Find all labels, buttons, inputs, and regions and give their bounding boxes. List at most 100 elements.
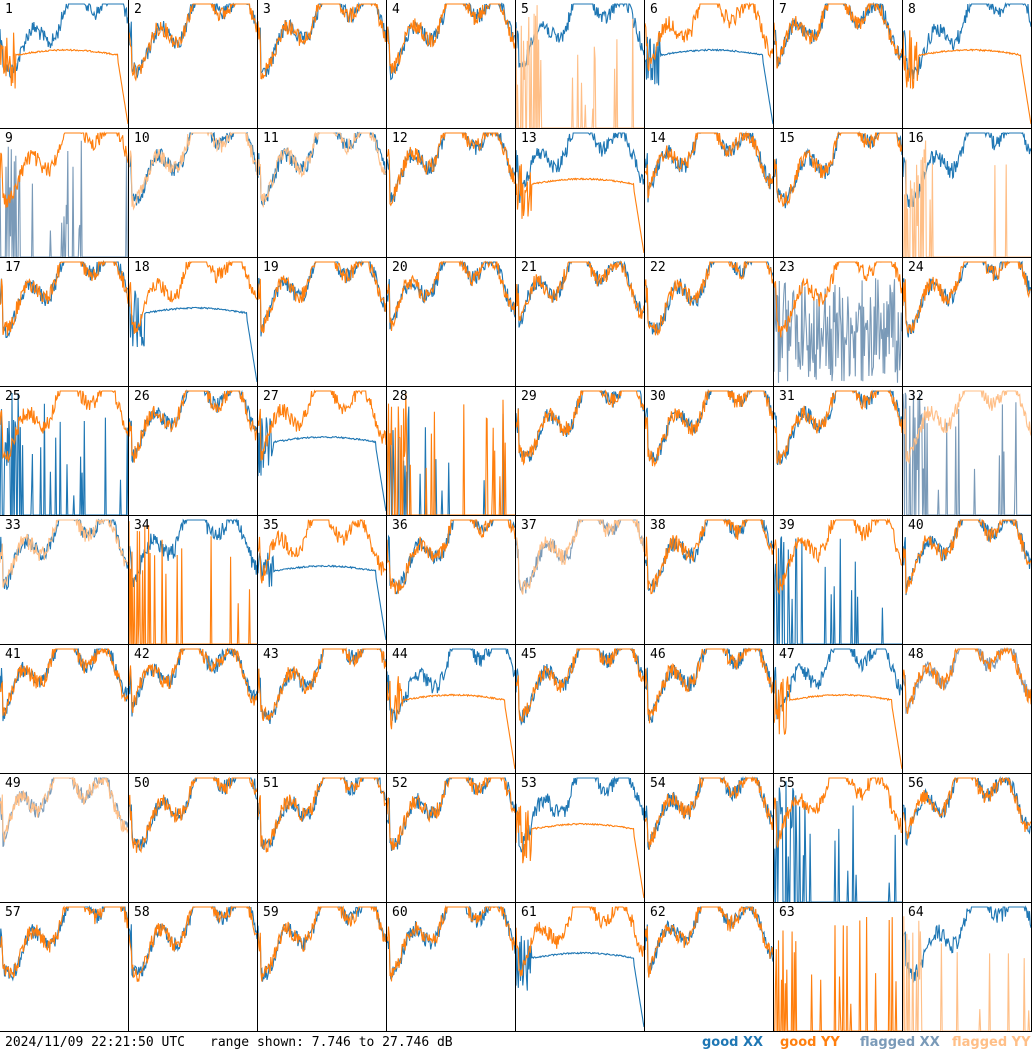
antenna-panel: 50 xyxy=(129,774,258,903)
panel-number: 63 xyxy=(779,905,795,920)
antenna-panel: 34 xyxy=(129,516,258,645)
panel-number: 43 xyxy=(263,647,279,662)
panel-number: 21 xyxy=(521,260,537,275)
panel-plot xyxy=(0,3,128,125)
panel-plot xyxy=(516,3,644,128)
series-xx-line xyxy=(903,2,1031,80)
series-yy-line xyxy=(774,777,902,848)
series-yy-line xyxy=(258,905,386,982)
antenna-panel: 31 xyxy=(774,387,903,516)
series-yy-line xyxy=(903,260,1031,334)
antenna-panel: 62 xyxy=(645,903,774,1032)
timestamp: 2024/11/09 22:21:50 UTC xyxy=(5,1035,186,1050)
series-yy-line xyxy=(387,132,515,207)
panel-plot xyxy=(129,259,257,383)
panel-plot xyxy=(774,1,902,69)
series-xx-line xyxy=(258,552,386,641)
antenna-panel: 56 xyxy=(903,774,1032,903)
panel-plot xyxy=(774,648,902,770)
antenna-panel: 11 xyxy=(258,129,387,258)
panel-plot xyxy=(387,393,515,515)
panel-number: 17 xyxy=(5,260,21,275)
antenna-panel: 14 xyxy=(645,129,774,258)
panel-number: 37 xyxy=(521,518,537,533)
panel-plot xyxy=(0,776,128,847)
footer: 2024/11/09 22:21:50 UTC range shown: 7.7… xyxy=(0,1033,1033,1053)
legend-good-xx: good XX xyxy=(702,1035,764,1050)
panel-plot xyxy=(258,260,386,337)
antenna-panel: 32 xyxy=(903,387,1032,516)
series-yy-line xyxy=(129,521,257,644)
panel-number: 51 xyxy=(263,776,279,791)
panel-plot xyxy=(645,389,773,468)
series-xx-line xyxy=(774,278,902,383)
panel-plot xyxy=(774,260,902,383)
panel-number: 59 xyxy=(263,905,279,920)
series-xx-line xyxy=(903,392,1031,515)
series-yy-line xyxy=(774,916,902,1031)
antenna-panel: 27 xyxy=(258,387,387,516)
panel-plot xyxy=(774,389,902,466)
antenna-panel: 28 xyxy=(387,387,516,516)
panel-number: 31 xyxy=(779,389,795,404)
series-yy-line xyxy=(645,906,773,978)
series-yy-line xyxy=(0,776,128,843)
panel-plot xyxy=(645,647,773,724)
series-yy-line xyxy=(516,260,644,321)
series-yy-line xyxy=(0,648,128,716)
panel-number: 46 xyxy=(650,647,666,662)
panel-plot xyxy=(903,390,1031,515)
series-yy-line xyxy=(129,648,257,713)
series-yy-line xyxy=(129,905,257,982)
series-yy-line xyxy=(645,775,773,850)
antenna-panel: 30 xyxy=(645,387,774,516)
panel-number: 55 xyxy=(779,776,795,791)
series-xx-line xyxy=(129,2,257,79)
antenna-panel: 58 xyxy=(129,903,258,1032)
antenna-panel: 39 xyxy=(774,516,903,645)
antenna-panel: 26 xyxy=(129,387,258,516)
panel-number: 61 xyxy=(521,905,537,920)
legend-good-yy: good YY xyxy=(780,1035,840,1050)
series-yy-line xyxy=(774,2,902,69)
antenna-panel: 51 xyxy=(258,774,387,903)
series-yy-line xyxy=(645,261,773,336)
antenna-panel: 8 xyxy=(903,0,1032,129)
antenna-panel: 37 xyxy=(516,516,645,645)
series-yy-line xyxy=(129,3,257,82)
series-xx-line xyxy=(516,776,644,854)
panel-plot xyxy=(774,517,902,644)
panel-plot xyxy=(516,647,644,726)
series-yy-line xyxy=(387,519,515,595)
antenna-panel: 57 xyxy=(0,903,129,1032)
panel-number: 9 xyxy=(5,131,13,146)
series-yy-line xyxy=(645,1,773,71)
series-yy-line xyxy=(645,130,773,199)
panel-number: 44 xyxy=(392,647,408,662)
series-xx-line xyxy=(774,1,902,68)
panel-plot xyxy=(774,916,902,1031)
panel-plot xyxy=(516,260,644,328)
series-xx-line xyxy=(774,781,902,902)
series-xx-line xyxy=(258,2,386,77)
antenna-panel: 64 xyxy=(903,903,1032,1032)
antenna-panel: 29 xyxy=(516,387,645,516)
panel-number: 5 xyxy=(521,2,529,17)
panel-plot xyxy=(0,259,128,338)
antenna-panel: 52 xyxy=(387,774,516,903)
series-yy-line xyxy=(645,518,773,595)
antenna-panel: 16 xyxy=(903,129,1032,258)
series-yy-line xyxy=(774,260,902,338)
panel-number: 22 xyxy=(650,260,666,275)
panel-plot xyxy=(516,389,644,466)
panel-number: 26 xyxy=(134,389,150,404)
series-xx-line xyxy=(0,140,128,257)
panel-plot xyxy=(0,648,128,722)
panel-plot xyxy=(516,132,644,254)
panel-number: 11 xyxy=(263,131,279,146)
antenna-panel: 17 xyxy=(0,258,129,387)
panel-number: 35 xyxy=(263,518,279,533)
antenna-panel: 41 xyxy=(0,645,129,774)
panel-plot xyxy=(0,131,128,257)
series-yy-line xyxy=(258,2,386,80)
